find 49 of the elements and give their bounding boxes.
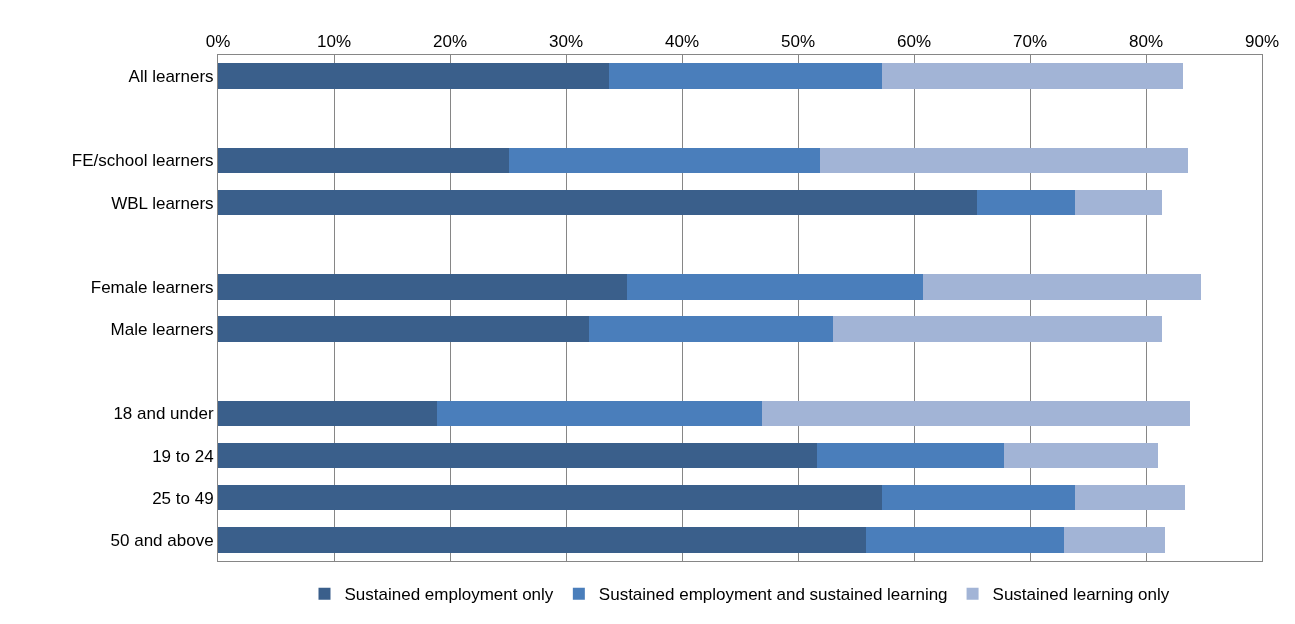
x-tick-label: 90%	[1244, 32, 1280, 52]
bar	[976, 189, 1076, 216]
bar	[923, 274, 1201, 300]
legend-label: Sustained employment only	[344, 585, 554, 605]
bar	[1075, 485, 1186, 511]
bar	[218, 63, 609, 89]
x-tick-label: 30%	[548, 32, 584, 52]
bar	[1075, 189, 1163, 216]
bar	[218, 485, 882, 511]
y-tick-label: FE/school learners	[71, 151, 214, 171]
y-tick-label: 18 and under	[113, 404, 214, 424]
y-tick-label: 25 to 49	[152, 488, 214, 508]
bar	[218, 316, 590, 342]
legend-label: Sustained employment and sustained learning	[598, 585, 948, 605]
legend-label: Sustained learning only	[992, 585, 1170, 605]
bar	[1004, 442, 1158, 469]
bar	[218, 147, 510, 174]
bar	[218, 527, 867, 553]
x-tick-label: 40%	[664, 32, 700, 52]
x-tick-label: 10%	[316, 32, 352, 52]
bar	[866, 527, 1064, 553]
bar	[832, 316, 1163, 342]
bar	[627, 274, 924, 300]
bar	[589, 316, 833, 342]
y-tick-label: 19 to 24	[152, 446, 214, 466]
bar	[509, 147, 821, 174]
bar	[218, 442, 817, 469]
y-tick-label: Male learners	[110, 320, 214, 340]
y-tick-label: 50 and above	[110, 530, 214, 550]
x-tick-label: 0%	[205, 32, 231, 52]
bar	[608, 63, 882, 89]
bar	[762, 400, 1191, 427]
bar	[1063, 527, 1165, 553]
x-tick-label: 70%	[1012, 32, 1048, 52]
bar	[816, 442, 1005, 469]
bar	[218, 274, 628, 300]
bar	[820, 147, 1188, 174]
bar	[437, 400, 763, 427]
bar	[218, 189, 977, 216]
x-tick-label: 50%	[780, 32, 816, 52]
x-tick-label: 80%	[1128, 32, 1164, 52]
x-tick-label: 20%	[432, 32, 468, 52]
y-tick-label: All learners	[128, 67, 214, 87]
y-tick-label: Female learners	[90, 277, 214, 297]
bar	[881, 63, 1184, 89]
bar	[218, 400, 438, 427]
x-tick-label: 60%	[896, 32, 932, 52]
bar	[881, 485, 1076, 511]
y-tick-label: WBL learners	[111, 193, 214, 213]
